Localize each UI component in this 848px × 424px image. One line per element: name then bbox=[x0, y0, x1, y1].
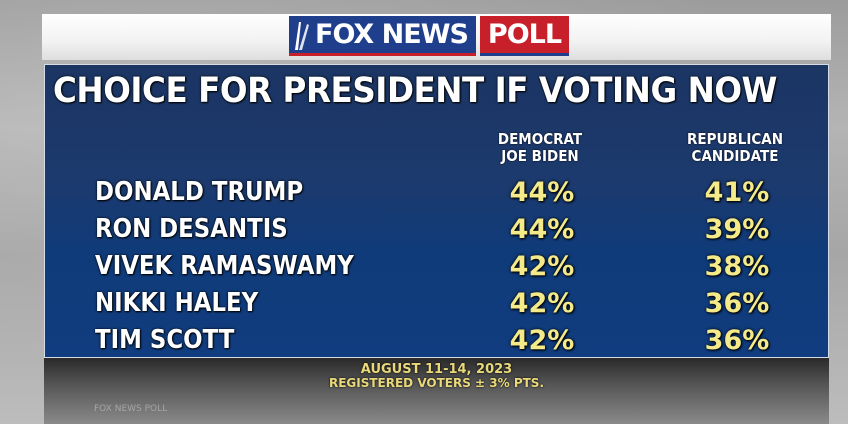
logo-suffix: POLL bbox=[479, 16, 570, 56]
poll-footer: AUGUST 11-14, 2023 REGISTERED VOTERS ± 3… bbox=[44, 358, 829, 424]
table-row: VIVEK RAMASWAMY 42% 38% bbox=[45, 251, 830, 288]
table-row: NIKKI HALEY 42% 36% bbox=[45, 288, 830, 325]
logo-brand: FOX NEWS bbox=[289, 16, 476, 56]
republican-value: 41% bbox=[704, 177, 770, 208]
fox-news-poll-logo: FOX NEWS POLL bbox=[289, 16, 570, 56]
republican-value: 36% bbox=[704, 325, 770, 356]
watermark: FOX NEWS POLL bbox=[94, 404, 168, 414]
column-header-republican-line2: CANDIDATE bbox=[691, 147, 779, 165]
biden-value: 42% bbox=[509, 325, 575, 356]
table-row: TIM SCOTT 42% 36% bbox=[45, 325, 830, 362]
candidate-name: RON DESANTIS bbox=[95, 214, 288, 244]
poll-panel: CHOICE FOR PRESIDENT IF VOTING NOW DEMOC… bbox=[44, 64, 829, 358]
republican-value: 39% bbox=[704, 214, 770, 245]
biden-value: 42% bbox=[509, 288, 575, 319]
biden-value: 44% bbox=[509, 177, 575, 208]
table-row: DONALD TRUMP 44% 41% bbox=[45, 177, 830, 214]
republican-value: 36% bbox=[704, 288, 770, 319]
logo-brand-text: FOX NEWS bbox=[315, 19, 469, 50]
column-header-republican-line1: REPUBLICAN bbox=[686, 130, 784, 148]
republican-value: 38% bbox=[704, 251, 770, 282]
table-row: RON DESANTIS 44% 39% bbox=[45, 214, 830, 251]
column-header-democrat-line1: DEMOCRAT bbox=[497, 130, 583, 148]
column-header-republican: REPUBLICAN CANDIDATE bbox=[663, 131, 807, 165]
biden-value: 42% bbox=[509, 251, 575, 282]
poll-title: CHOICE FOR PRESIDENT IF VOTING NOW bbox=[53, 71, 777, 111]
logo-suffix-text: POLL bbox=[487, 19, 562, 50]
candidate-name: DONALD TRUMP bbox=[95, 177, 304, 207]
column-header-democrat-line2: JOE BIDEN bbox=[501, 147, 579, 165]
poll-date: AUGUST 11-14, 2023 bbox=[360, 362, 513, 377]
poll-sample-note: REGISTERED VOTERS ± 3% PTS. bbox=[328, 376, 545, 390]
column-header-democrat: DEMOCRAT JOE BIDEN bbox=[468, 131, 612, 165]
candidate-name: VIVEK RAMASWAMY bbox=[95, 251, 354, 281]
poll-rows: DONALD TRUMP 44% 41% RON DESANTIS 44% 39… bbox=[45, 177, 830, 362]
biden-value: 44% bbox=[509, 214, 575, 245]
candidate-name: NIKKI HALEY bbox=[95, 288, 259, 318]
candidate-name: TIM SCOTT bbox=[95, 325, 235, 355]
searchlight-icon bbox=[295, 22, 309, 50]
